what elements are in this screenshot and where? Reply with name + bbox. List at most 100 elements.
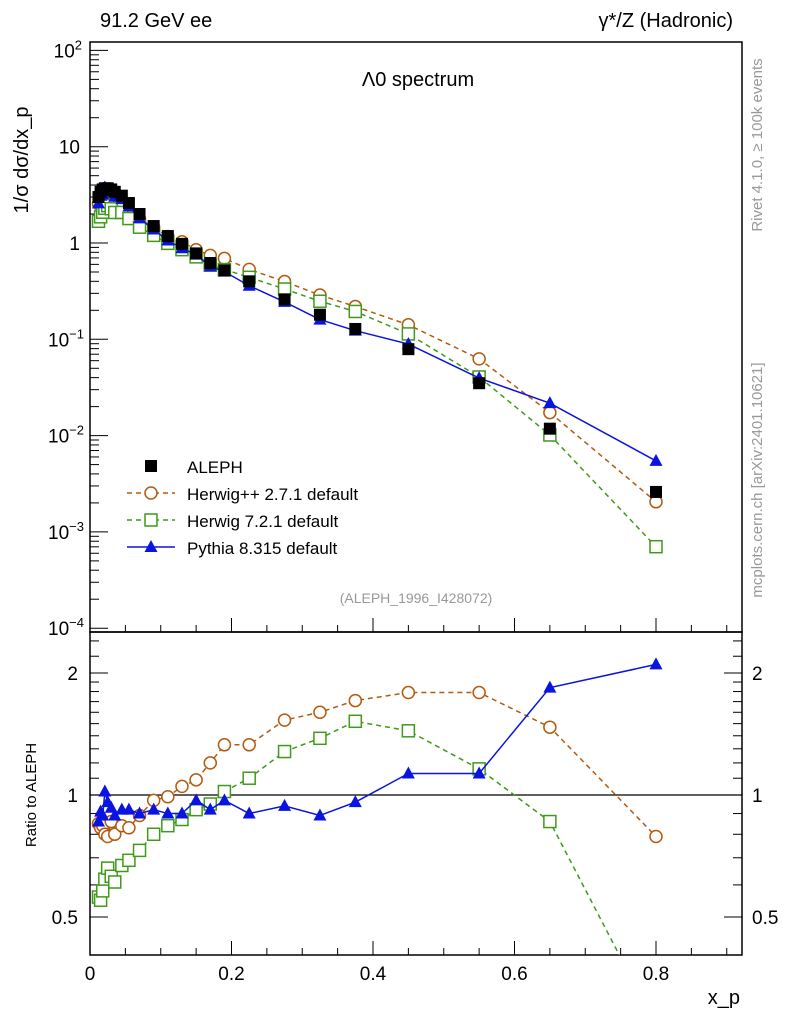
ratio-point-2 bbox=[472, 766, 486, 779]
y-tick-label: 10−4 bbox=[48, 615, 84, 640]
top-left-label: 91.2 GeV ee bbox=[100, 10, 212, 32]
legend-marker bbox=[144, 486, 158, 500]
ratio-point-2 bbox=[217, 793, 231, 806]
y-tick-label: 1 bbox=[69, 234, 80, 255]
data-point-1 bbox=[277, 282, 292, 296]
ratio-tick-label-right: 2 bbox=[752, 664, 763, 685]
ratio-point-2 bbox=[313, 808, 327, 821]
ratio-tick-label: 2 bbox=[67, 664, 78, 685]
ratio-point-2 bbox=[543, 680, 557, 693]
ratio-point-1 bbox=[543, 814, 557, 829]
ratio-point-1 bbox=[277, 744, 292, 759]
side-label-mcplots: mcplots.cern.ch [arXiv:2401.10621] bbox=[749, 362, 766, 597]
ratio-point-0 bbox=[313, 705, 327, 720]
ratio-point-0 bbox=[189, 773, 203, 787]
ratio-point-2 bbox=[348, 795, 362, 808]
x-tick-label: 0.8 bbox=[643, 964, 669, 985]
ratio-point-0 bbox=[217, 738, 232, 752]
y-axis-label: 1/σ dσ/dx_p bbox=[11, 107, 33, 214]
ratio-point-2 bbox=[203, 802, 217, 815]
data-point-2 bbox=[649, 453, 663, 466]
aleph-data-point bbox=[161, 230, 174, 243]
ratio-point-0 bbox=[175, 779, 189, 794]
ratio-point-1 bbox=[146, 827, 161, 842]
aleph-data-point bbox=[218, 264, 231, 277]
ratio-point-1 bbox=[650, 1019, 662, 1024]
series-line-2 bbox=[97, 186, 657, 462]
aleph-data-point bbox=[402, 343, 415, 356]
y-tick-label: 10 bbox=[59, 138, 80, 159]
legend-label: ALEPH bbox=[187, 458, 243, 477]
aleph-data-point bbox=[175, 237, 188, 250]
ratio-point-2 bbox=[649, 657, 663, 670]
ratio-point-1 bbox=[122, 853, 136, 868]
data-point-1 bbox=[348, 304, 363, 319]
x-tick-label: 0 bbox=[85, 964, 96, 985]
ratio-point-1 bbox=[132, 843, 147, 858]
aleph-data-point bbox=[122, 197, 135, 210]
ratio-point-2 bbox=[147, 802, 161, 815]
ratio-point-2 bbox=[98, 784, 112, 797]
aleph-data-point bbox=[133, 208, 146, 221]
ratio-point-1 bbox=[401, 724, 416, 738]
ratio-point-0 bbox=[649, 829, 663, 844]
top-right-label: γ*/Z (Hadronic) bbox=[599, 10, 733, 32]
data-point-2 bbox=[543, 396, 557, 409]
ratio-y-axis-label: Ratio to ALEPH bbox=[23, 743, 40, 847]
aleph-data-point bbox=[349, 322, 362, 335]
ratio-point-0 bbox=[242, 738, 256, 752]
y-tick-label: 10−2 bbox=[48, 423, 84, 448]
legend-label: Herwig++ 2.7.1 default bbox=[187, 485, 358, 504]
data-point-0 bbox=[472, 352, 486, 366]
ratio-point-0 bbox=[203, 756, 218, 770]
ratio-tick-label: 1 bbox=[67, 786, 78, 807]
ratio-point-1 bbox=[161, 818, 175, 833]
ratio-tick-label-right: 1 bbox=[752, 786, 763, 807]
ratio-point-2 bbox=[96, 808, 110, 821]
side-label-rivet: Rivet 4.1.0, ≥ 100k events bbox=[749, 58, 766, 231]
x-axis-label: x_p bbox=[708, 987, 740, 1009]
ratio-point-2 bbox=[108, 808, 122, 821]
ratio-point-0 bbox=[122, 821, 136, 835]
data-point-1 bbox=[313, 294, 327, 308]
legend-label: Herwig 7.2.1 default bbox=[187, 512, 338, 531]
ratio-point-2 bbox=[122, 802, 136, 815]
legend-marker bbox=[144, 513, 158, 527]
ratio-point-1 bbox=[313, 731, 327, 746]
ratio-frame bbox=[89, 631, 743, 956]
ratio-tick-label: 0.5 bbox=[52, 908, 78, 929]
aleph-data-point bbox=[543, 422, 556, 435]
ratio-point-1 bbox=[108, 875, 122, 889]
ratio-point-2 bbox=[133, 806, 147, 819]
ratio-point-0 bbox=[543, 720, 557, 734]
aleph-data-point bbox=[204, 256, 217, 269]
aleph-data-point bbox=[243, 275, 256, 288]
ratio-point-2 bbox=[91, 814, 105, 827]
ratio-point-2 bbox=[242, 806, 256, 819]
ratio-point-1 bbox=[348, 714, 363, 729]
ratio-point-0 bbox=[277, 713, 292, 727]
chart-title: Λ0 spectrum bbox=[362, 69, 474, 91]
ratio-point-0 bbox=[472, 685, 486, 700]
ratio-line-2 bbox=[97, 663, 657, 822]
ratio-point-1 bbox=[242, 771, 256, 785]
x-tick-label: 0.6 bbox=[501, 964, 527, 985]
y-tick-label: 10−3 bbox=[48, 519, 84, 544]
ratio-point-2 bbox=[175, 806, 189, 819]
aleph-data-point bbox=[278, 293, 291, 306]
ratio-tick-label-right: 0.5 bbox=[752, 908, 778, 929]
aleph-data-point bbox=[313, 308, 326, 321]
aleph-data-point bbox=[473, 377, 486, 390]
data-point-0 bbox=[543, 405, 557, 420]
ratio-point-0 bbox=[161, 790, 175, 804]
ratio-line-1 bbox=[97, 720, 621, 955]
ratio-point-1 bbox=[95, 884, 110, 898]
analysis-label: (ALEPH_1996_I428072) bbox=[340, 590, 493, 606]
aleph-data-point bbox=[650, 485, 662, 498]
x-tick-label: 0.2 bbox=[218, 964, 244, 985]
x-tick-label: 0.4 bbox=[360, 964, 387, 985]
series-line-1 bbox=[97, 204, 657, 548]
ratio-point-1 bbox=[189, 802, 203, 817]
y-tick-label: 10−1 bbox=[48, 326, 84, 351]
